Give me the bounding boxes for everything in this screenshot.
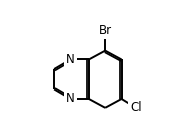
Text: Br: Br [99,24,112,37]
Text: N: N [66,53,75,66]
Text: N: N [66,92,75,105]
Text: Cl: Cl [130,101,142,114]
